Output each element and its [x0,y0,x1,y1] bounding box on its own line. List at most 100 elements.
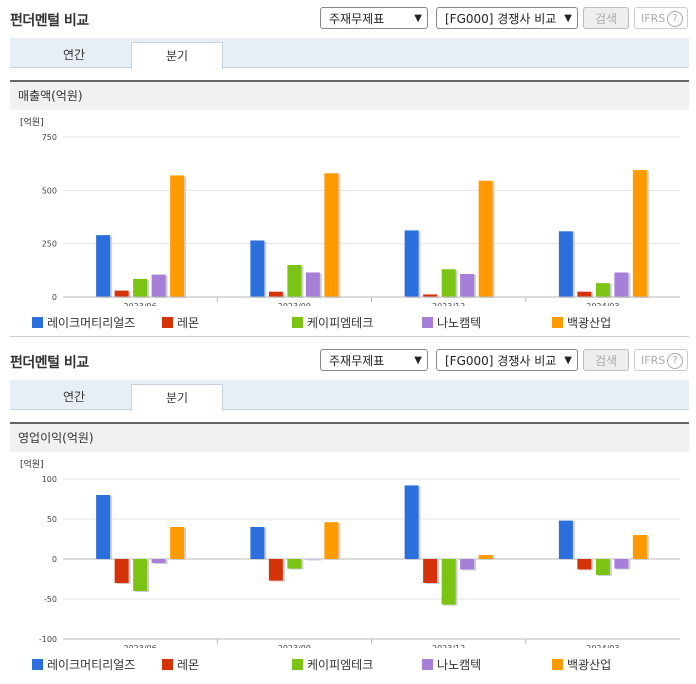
legend-swatch [422,317,433,328]
x-tick-label: 2024/03 [586,644,619,648]
bar-shadow [307,560,322,561]
legend-item[interactable]: 레몬 [162,656,199,673]
legend-item[interactable]: 나노캠텍 [422,314,481,331]
bar [268,559,283,581]
panel-header: 펀더멘털 비교 주재무제표 ▼ [FG000] 경쟁사 비교 ▼ 검색 IFRS? [0,342,696,380]
panel-title: 펀더멘털 비교 [10,355,89,371]
y-tick-label: 500 [42,186,57,195]
tab-annual[interactable]: 연간 [62,390,86,404]
bar [133,559,148,591]
tab-quarterly[interactable]: 분기 [131,384,223,411]
x-tick-label: 2023/09 [278,302,311,306]
bar [614,559,629,569]
bar [460,559,475,570]
bar [460,273,475,297]
bar [250,527,265,559]
x-tick-label: 2023/06 [124,644,157,648]
bar [577,291,592,297]
bar [96,235,111,297]
help-icon: ? [667,11,683,27]
bar [423,559,438,583]
y-tick-label: 750 [42,133,57,142]
x-tick-label: 2023/06 [124,302,157,306]
chart-subtitle: 매출액(억원) [10,80,689,110]
y-tick-label: 0 [52,555,57,564]
legend-item[interactable]: 백광산업 [552,656,611,673]
bar [151,274,166,297]
chart-legend: 레이크머티리얼즈 레몬 케이피엠테크 나노캠텍 백광산업 [10,653,689,673]
chart-subtitle: 영업이익(억원) [10,422,689,452]
search-button[interactable]: 검색 [583,349,629,371]
bar [441,269,456,297]
legend-item[interactable]: 레이크머티리얼즈 [32,656,135,673]
bar [287,559,302,569]
bar [305,272,320,297]
y-tick-label: 50 [47,515,57,524]
legend-item[interactable]: 케이피엠테크 [292,656,373,673]
legend-swatch [292,317,303,328]
bar [324,173,339,297]
legend-swatch [292,659,303,670]
legend-label: 나노캠텍 [437,316,482,330]
tab-annual[interactable]: 연간 [62,48,86,62]
legend-label: 케이피엠테크 [307,316,374,330]
y-tick-label: 100 [42,475,57,484]
period-tabs: 연간 분기 [10,38,689,69]
ifrs-button[interactable]: IFRS? [634,7,688,29]
chevron-down-icon: ▼ [414,13,422,24]
bar [114,559,129,583]
legend-label: 백광산업 [567,658,612,672]
unit-label: [억원] [20,116,44,128]
x-tick-label: 2023/09 [278,644,311,648]
bar [305,559,320,560]
bar [595,283,610,297]
legend-swatch [162,659,173,670]
unit-label: [억원] [20,458,44,470]
bar [558,520,573,559]
bar [268,291,283,297]
chevron-down-icon: ▼ [564,13,572,24]
legend-item[interactable]: 레이크머티리얼즈 [32,314,135,331]
bar [287,265,302,297]
panel-revenue: 펀더멘털 비교 주재무제표 ▼ [FG000] 경쟁사 비교 ▼ 검색 IFRS? … [10,7,689,337]
legend-item[interactable]: 나노캠텍 [422,656,481,673]
legend-label: 레몬 [177,316,200,330]
bar [250,240,265,297]
search-button[interactable]: 검색 [583,7,629,29]
legend-item[interactable]: 케이피엠테크 [292,314,373,331]
legend-label: 레이크머티리얼즈 [47,658,136,672]
bar [114,290,129,297]
statement-select[interactable]: 주재무제표 ▼ [320,349,428,371]
bar [577,559,592,570]
bar [404,485,419,559]
divider [10,336,689,337]
bar [404,230,419,297]
ifrs-button[interactable]: IFRS? [634,349,688,371]
bar [170,175,185,297]
statement-select[interactable]: 주재무제표 ▼ [320,7,428,29]
bar [478,180,493,297]
x-tick-label: 2024/03 [586,302,619,306]
bar [324,522,339,559]
bar [614,272,629,297]
bar [441,559,456,605]
legend-swatch [422,659,433,670]
bar [595,559,610,575]
panel-title: 펀더멘털 비교 [10,13,89,29]
legend-swatch [32,659,43,670]
y-tick-label: 250 [42,240,57,249]
bar [151,559,166,563]
compare-select[interactable]: [FG000] 경쟁사 비교 ▼ [436,349,578,371]
bar [632,535,647,559]
y-tick-label: -50 [44,595,57,604]
revenue-chart: [억원] 0 250 500 750 2023/06 2023/09 2023/12 2024/… [20,116,680,306]
legend-label: 케이피엠테크 [307,658,374,672]
y-tick-label: -100 [39,635,57,644]
legend-item[interactable]: 레몬 [162,314,199,331]
bar [478,555,493,559]
compare-select[interactable]: [FG000] 경쟁사 비교 ▼ [436,7,578,29]
bar [558,231,573,297]
tab-quarterly[interactable]: 분기 [131,42,223,69]
legend-item[interactable]: 백광산업 [552,314,611,331]
bar [423,294,438,297]
